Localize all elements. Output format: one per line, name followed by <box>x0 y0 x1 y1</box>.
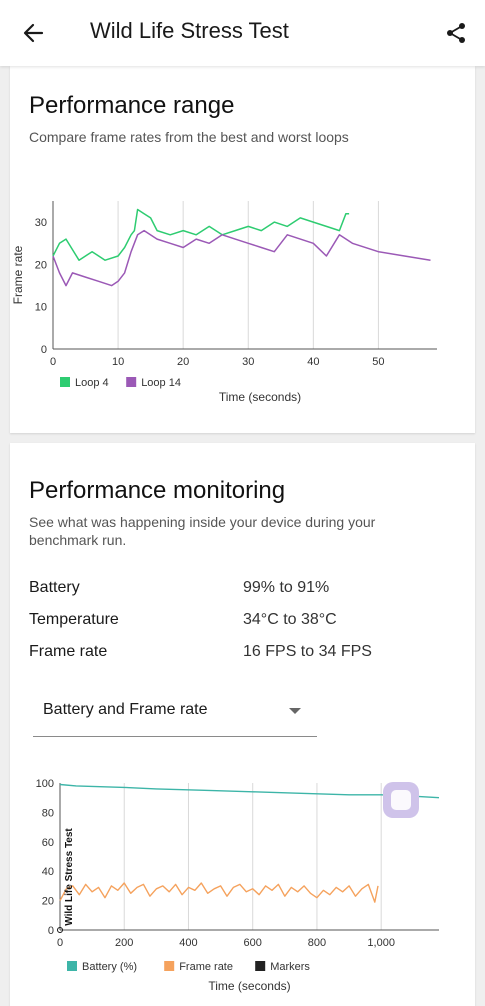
y-tick-label: 10 <box>35 302 47 314</box>
legend-label: Markers <box>270 961 310 973</box>
x-tick-label: 1,000 <box>367 937 395 949</box>
dropdown-selected-value: Battery and Frame rate <box>43 701 208 718</box>
legend-swatch <box>164 961 175 971</box>
marker-label: Wild Life Stress Test <box>64 828 75 926</box>
x-tick-label: 40 <box>307 356 319 368</box>
y-tick-label: 80 <box>42 807 54 819</box>
x-tick-label: 800 <box>308 937 326 949</box>
arrow-back-icon[interactable] <box>18 18 48 48</box>
y-tick-label: 0 <box>41 344 47 356</box>
x-tick-label: 400 <box>179 937 197 949</box>
x-tick-label: 20 <box>177 356 189 368</box>
performance-monitoring-subtitle: See what was happening inside your devic… <box>29 514 376 548</box>
touch-icon <box>391 790 411 810</box>
metric-label: Temperature <box>29 611 119 628</box>
legend-swatch <box>60 377 70 387</box>
performance-range-chart: 0 10 20 30 40 50 0 10 20 30 Frame rate Time (second… <box>11 201 437 404</box>
y-axis-label: Frame rate <box>11 245 25 304</box>
share-icon[interactable] <box>441 18 471 48</box>
metric-value: 16 FPS to 34 FPS <box>243 643 372 660</box>
y-tick-label: 30 <box>35 217 47 229</box>
x-axis-label: Time (seconds) <box>208 979 290 993</box>
y-tick-label: 20 <box>42 896 54 908</box>
y-tick-label: 100 <box>36 778 54 790</box>
legend-label: Loop 14 <box>141 377 181 389</box>
metric-label: Frame rate <box>29 643 108 660</box>
zoom-reset-button[interactable] <box>383 782 419 818</box>
y-tick-label: 60 <box>42 837 54 849</box>
chart-type-dropdown[interactable]: Battery and Frame rate <box>33 695 317 737</box>
performance-range-title: Performance range <box>29 92 235 119</box>
x-axis-label: Time (seconds) <box>219 390 301 404</box>
x-tick-label: 200 <box>115 937 133 949</box>
series-line-loop-4 <box>52 208 350 261</box>
performance-monitoring-chart: 0 200 400 600 800 1,000 0 20 40 60 80 100 Time (seco… <box>36 778 440 993</box>
app-bar: Wild Life Stress Test <box>0 0 485 66</box>
marker-point <box>57 927 63 933</box>
legend-label: Frame rate <box>179 961 233 973</box>
y-tick-label: 40 <box>42 866 54 878</box>
x-tick-label: 10 <box>112 356 124 368</box>
legend-swatch <box>67 961 77 971</box>
metric-value: 34°C to 38°C <box>243 611 337 628</box>
x-tick-label: 50 <box>372 356 384 368</box>
x-tick-label: 0 <box>50 356 56 368</box>
x-tick-label: 30 <box>242 356 254 368</box>
series-line-loop-14 <box>52 229 431 287</box>
x-tick-label: 600 <box>244 937 262 949</box>
series-line-frame-rate <box>59 882 379 903</box>
legend-swatch <box>255 961 266 971</box>
metric-label: Battery <box>29 579 80 596</box>
performance-range-subtitle: Compare frame rates from the best and wo… <box>29 129 349 145</box>
performance-range-card: Performance range Compare frame rates fr… <box>10 66 475 433</box>
y-tick-label: 20 <box>35 259 47 271</box>
performance-monitoring-card: Performance monitoring See what was happ… <box>10 443 475 1006</box>
y-tick-label: 0 <box>48 925 54 937</box>
legend-label: Loop 4 <box>75 377 109 389</box>
page-title: Wild Life Stress Test <box>90 18 289 43</box>
chevron-down-icon <box>289 708 301 714</box>
metric-value: 99% to 91% <box>243 579 330 596</box>
legend-label: Battery (%) <box>82 961 137 973</box>
performance-monitoring-title: Performance monitoring <box>29 477 286 504</box>
legend-swatch <box>126 377 137 387</box>
x-tick-label: 0 <box>57 937 63 949</box>
